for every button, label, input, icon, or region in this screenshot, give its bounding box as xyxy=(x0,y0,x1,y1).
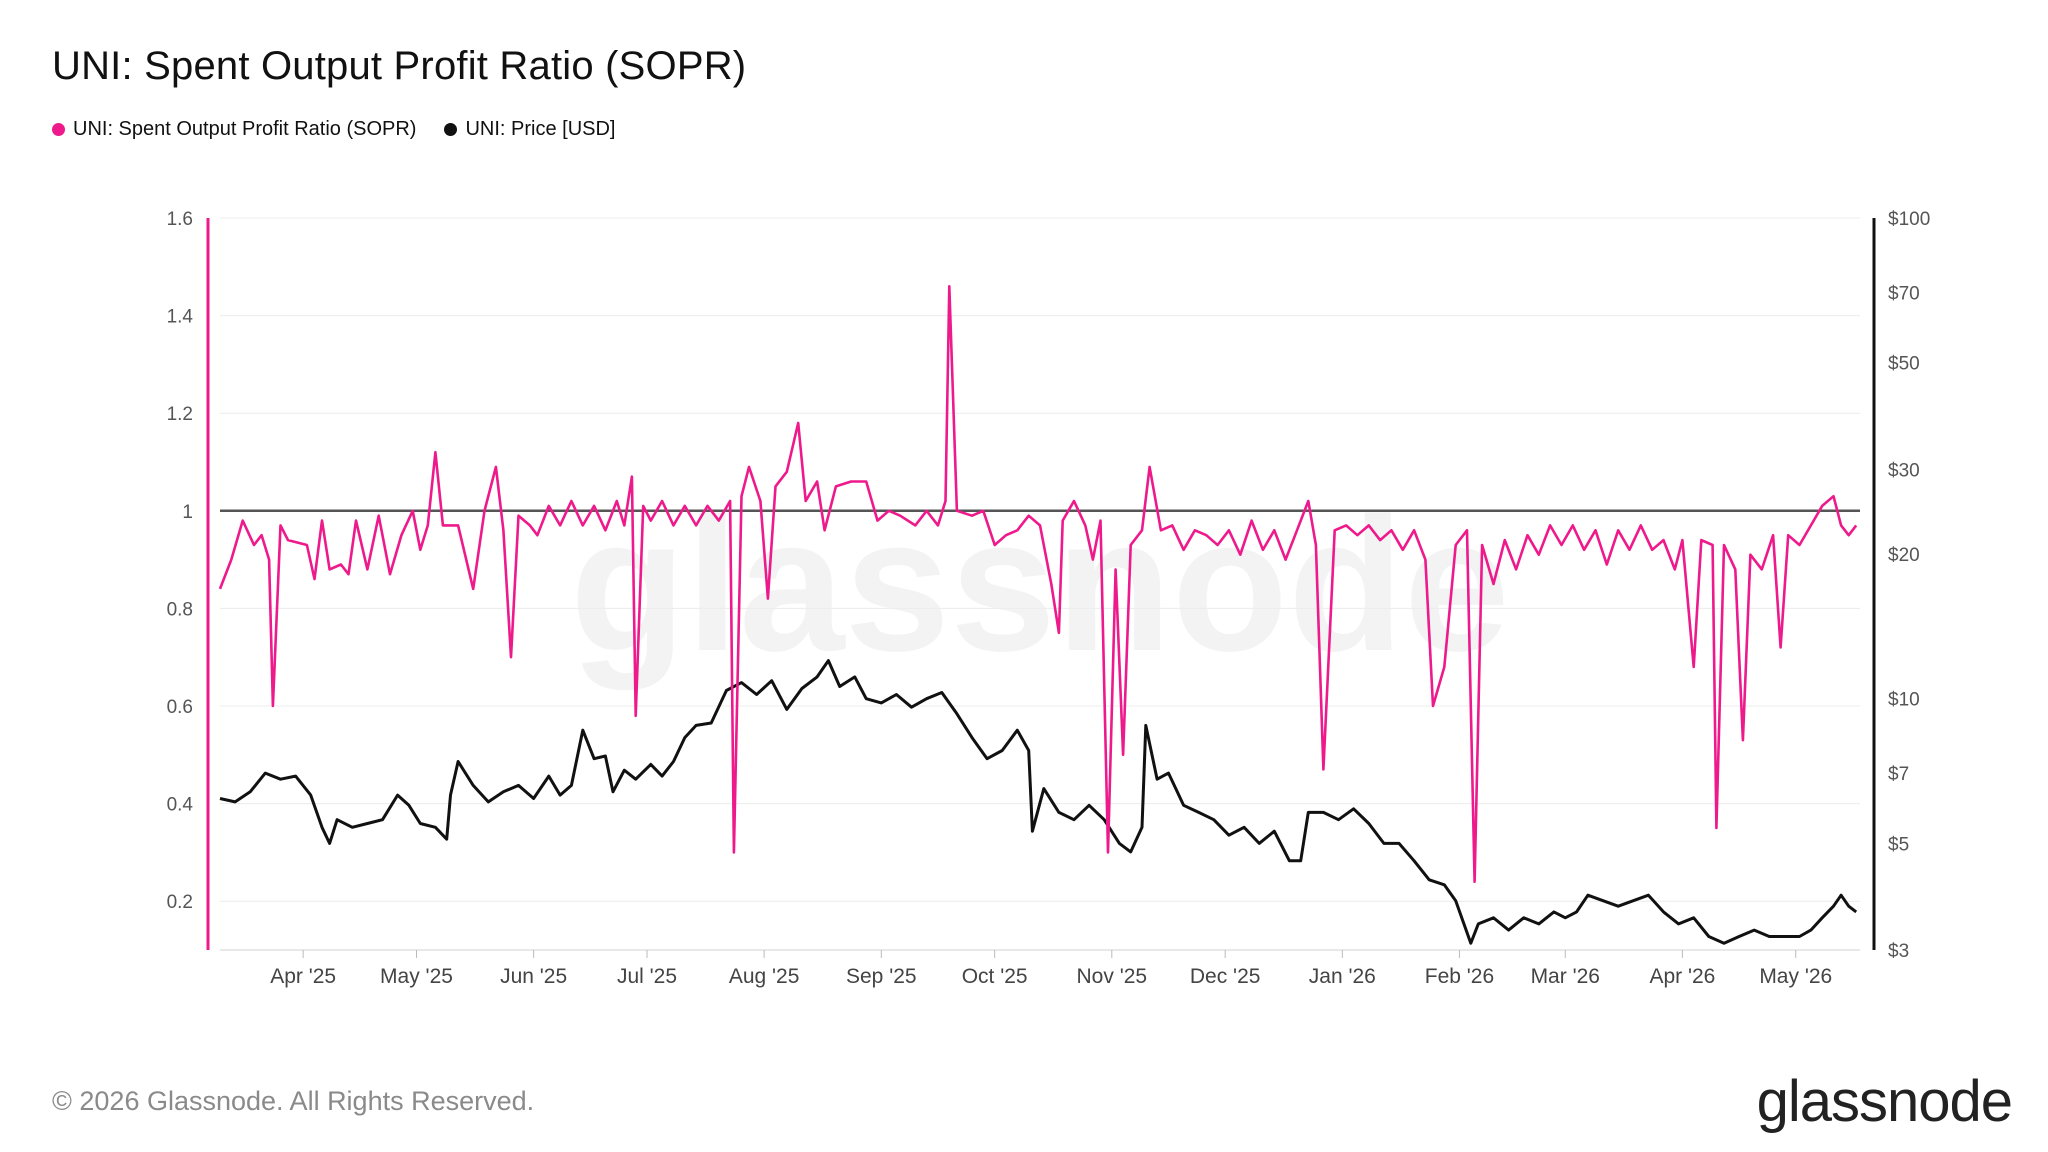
legend-item-price[interactable]: UNI: Price [USD] xyxy=(444,118,616,141)
right-tick-label: $10 xyxy=(1888,690,1920,711)
x-tick-label: Apr '25 xyxy=(270,965,336,988)
legend: UNI: Spent Output Profit Ratio (SOPR) UN… xyxy=(52,118,616,141)
left-tick-label: 0.2 xyxy=(167,892,193,913)
left-tick-label: 1 xyxy=(182,502,193,523)
left-tick-label: 1.2 xyxy=(167,404,193,425)
x-tick-label: Sep '25 xyxy=(846,965,917,988)
right-y-axis: $3 $5 $7 $10 $20 $30 $50 $70 $100 xyxy=(1872,209,1930,962)
legend-sopr-dot-icon xyxy=(52,123,65,136)
left-tick-label: 0.8 xyxy=(167,599,193,620)
glassnode-logo[interactable]: glassnode xyxy=(1756,1069,2013,1134)
left-tick-label: 0.4 xyxy=(167,795,194,816)
right-tick-label: $20 xyxy=(1888,545,1920,566)
legend-price-label: UNI: Price [USD] xyxy=(465,118,616,140)
x-tick-label: May '26 xyxy=(1759,965,1832,988)
x-tick-label: Apr '26 xyxy=(1649,965,1715,988)
series-price-line xyxy=(219,659,1858,945)
left-tick-label: 1.6 xyxy=(167,209,193,230)
x-tick-label: Jan '26 xyxy=(1309,965,1376,988)
x-tick-label: Feb '26 xyxy=(1425,965,1494,988)
x-tick-label: Oct '25 xyxy=(962,965,1028,988)
x-tick-label: Jun '25 xyxy=(500,965,567,988)
legend-price-dot-icon xyxy=(444,123,458,136)
right-tick-label: $70 xyxy=(1888,283,1920,304)
right-tick-label: $30 xyxy=(1888,460,1920,481)
x-tick-label: Mar '26 xyxy=(1531,965,1600,988)
x-axis: Apr '25 May '25 Jun '25 Jul '25 Aug '25 Sep '… xyxy=(220,949,1860,988)
x-tick-label: Nov '25 xyxy=(1077,965,1148,988)
footer-copyright: © 2026 Glassnode. All Rights Reserved. xyxy=(52,1086,535,1116)
chart-title: UNI: Spent Output Profit Ratio (SOPR) xyxy=(52,44,747,88)
right-tick-label: $5 xyxy=(1888,834,1909,855)
x-tick-label: Jul '25 xyxy=(617,965,677,988)
legend-item-sopr[interactable]: UNI: Spent Output Profit Ratio (SOPR) xyxy=(52,118,416,141)
legend-sopr-label: UNI: Spent Output Profit Ratio (SOPR) xyxy=(73,118,417,140)
x-tick-label: Aug '25 xyxy=(729,965,800,988)
series-sopr-line xyxy=(218,285,1858,883)
right-tick-label: $7 xyxy=(1888,764,1909,785)
left-y-axis: 0.2 0.4 0.6 0.8 1 1.2 1.4 1.6 xyxy=(167,209,210,950)
watermark: glassnode xyxy=(570,479,1510,691)
right-tick-label: $50 xyxy=(1888,354,1920,375)
right-tick-label: $100 xyxy=(1888,209,1930,230)
left-tick-label: 0.6 xyxy=(167,697,193,718)
x-tick-label: Dec '25 xyxy=(1190,965,1261,988)
x-tick-label: May '25 xyxy=(380,965,453,988)
right-tick-label: $3 xyxy=(1888,941,1909,962)
left-tick-label: 1.4 xyxy=(167,307,194,328)
